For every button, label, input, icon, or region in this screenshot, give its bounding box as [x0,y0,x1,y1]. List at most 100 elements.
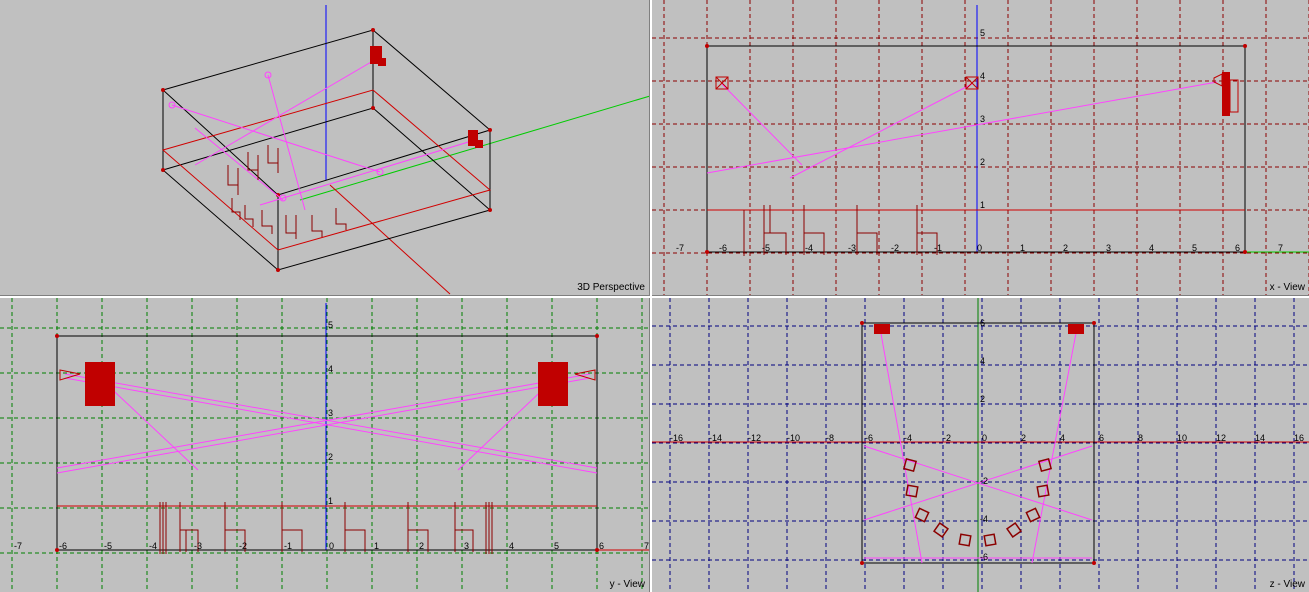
tick-label: 2 [980,157,985,167]
room-corners [705,44,1247,254]
speaker-icon[interactable] [468,130,483,148]
tick-label: -4 [149,541,157,551]
viewport-y-view[interactable]: -7 -6 -5 -4 -3 -2 -1 0 1 2 3 4 5 6 7 1 2 3 4 5 y - View [0,298,650,592]
tick-label: 4 [980,356,985,366]
room-corners [55,334,599,552]
sound-rays [863,327,1093,564]
room-outline [56,335,598,551]
axis-tick-labels: -7 -6 -5 -4 -3 -2 -1 0 1 2 3 4 5 6 7 1 2 3 4 5 [14,320,649,551]
tick-label: 4 [328,364,333,374]
room-outline [706,45,1246,253]
tick-label: 6 [980,318,985,328]
tick-label: -2 [943,433,951,443]
tick-label: 0 [977,243,982,253]
tick-label: 3 [1106,243,1111,253]
tick-label: 8 [1138,433,1143,443]
viewport-3d-perspective[interactable]: 3D Perspective [0,0,650,296]
chair-group [743,205,938,256]
tick-label: 14 [1255,433,1265,443]
tick-label: 2 [328,452,333,462]
x-axis-line [329,184,451,295]
tick-label: -6 [719,243,727,253]
sound-rays [56,373,598,474]
z-view-canvas[interactable]: -16 -14 -12 -10 -8 -6 -4 -2 0 2 4 6 8 10 12 14 16 6 4 2 -2 -4… [652,298,1309,592]
tick-label: 5 [1192,243,1197,253]
viewport-label: x - View [1269,282,1305,293]
tick-label: -1 [284,541,292,551]
tick-label: 4 [980,71,985,81]
tick-label: 7 [644,541,649,551]
room-corners [860,321,1096,565]
axis-tick-labels: -7 -6 -5 -4 -3 -2 -1 0 1 2 3 4 5 6 7 1 2 3 4 5 [676,28,1283,253]
tick-label: -16 [670,433,683,443]
tick-label: 4 [1060,433,1065,443]
speaker-icon[interactable] [874,324,1084,334]
room-corners [161,28,492,272]
tick-label: -2 [891,243,899,253]
tick-label: -7 [676,243,684,253]
speaker-icon[interactable] [538,362,596,406]
tick-label: 2 [419,541,424,551]
tick-label: -12 [748,433,761,443]
tick-label: 1 [1020,243,1025,253]
tick-label: -5 [762,243,770,253]
speaker-icon[interactable] [370,46,386,66]
tick-label: -6 [980,552,988,562]
tick-label: 6 [599,541,604,551]
viewport-x-view[interactable]: -7 -6 -5 -4 -3 -2 -1 0 1 2 3 4 5 6 7 1 2 3 4 5 x - View [652,0,1309,296]
tick-label: 10 [1177,433,1187,443]
perspective-canvas[interactable] [0,0,650,296]
tick-label: -6 [865,433,873,443]
tick-label: -8 [826,433,834,443]
tick-label: 2 [1021,433,1026,443]
tick-label: 3 [980,114,985,124]
tick-label: 1 [980,200,985,210]
sound-rays [171,57,476,211]
sound-rays [706,81,1218,179]
tick-label: 7 [1278,243,1283,253]
viewport-label: y - View [609,579,645,590]
listener-markers [715,76,979,90]
tick-label: 0 [982,433,987,443]
tick-label: -3 [194,541,202,551]
chair-group [902,457,1053,547]
tick-label: 16 [1294,433,1304,443]
chair-group [159,502,493,554]
axis-tick-labels: -16 -14 -12 -10 -8 -6 -4 -2 0 2 4 6 8 10 12 14 16 6 4 2 -2 -4… [670,318,1304,562]
tick-label: -4 [805,243,813,253]
x-view-canvas[interactable]: -7 -6 -5 -4 -3 -2 -1 0 1 2 3 4 5 6 7 1 2 3 4 5 [652,0,1309,296]
room-outline [861,322,1095,564]
tick-label: 5 [328,320,333,330]
viewport-z-view[interactable]: -16 -14 -12 -10 -8 -6 -4 -2 0 2 4 6 8 10 12 14 16 6 4 2 -2 -4… [652,298,1309,592]
tick-label: 4 [1149,243,1154,253]
speaker-icon[interactable] [59,362,115,406]
tick-label: -2 [980,476,988,486]
tick-label: 3 [464,541,469,551]
tick-label: 3 [328,408,333,418]
tick-label: -7 [14,541,22,551]
y-view-canvas[interactable]: -7 -6 -5 -4 -3 -2 -1 0 1 2 3 4 5 6 7 1 2 3 4 5 [0,298,650,592]
tick-label: 0 [329,541,334,551]
viewport-label: z - View [1269,579,1305,590]
tick-label: 6 [1099,433,1104,443]
tick-label: -5 [104,541,112,551]
tick-label: -2 [239,541,247,551]
tick-label: 2 [980,394,985,404]
tick-label: -10 [787,433,800,443]
tick-label: 6 [1235,243,1240,253]
listener-markers [168,71,384,202]
grid-lines [0,298,649,592]
tick-label: 4 [509,541,514,551]
tick-label: -4 [904,433,912,443]
tick-label: 2 [1063,243,1068,253]
tick-label: -6 [59,541,67,551]
chair-group [227,145,347,239]
tick-label: 5 [980,28,985,38]
speaker-icon[interactable] [1213,72,1239,116]
tick-label: -4 [980,514,988,524]
tick-label: 1 [374,541,379,551]
tick-label: 5 [554,541,559,551]
tick-label: -1 [934,243,942,253]
tick-label: -3 [848,243,856,253]
viewport-label: 3D Perspective [577,282,645,293]
